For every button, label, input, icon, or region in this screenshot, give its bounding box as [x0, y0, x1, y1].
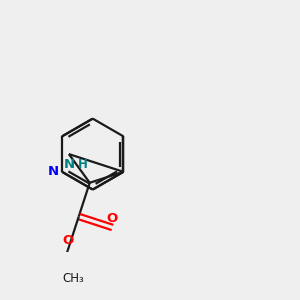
Text: N: N [48, 165, 59, 178]
Text: O: O [62, 235, 74, 248]
Text: N: N [63, 158, 74, 171]
Text: H: H [78, 158, 88, 171]
Text: O: O [107, 212, 118, 225]
Text: CH₃: CH₃ [63, 272, 84, 285]
